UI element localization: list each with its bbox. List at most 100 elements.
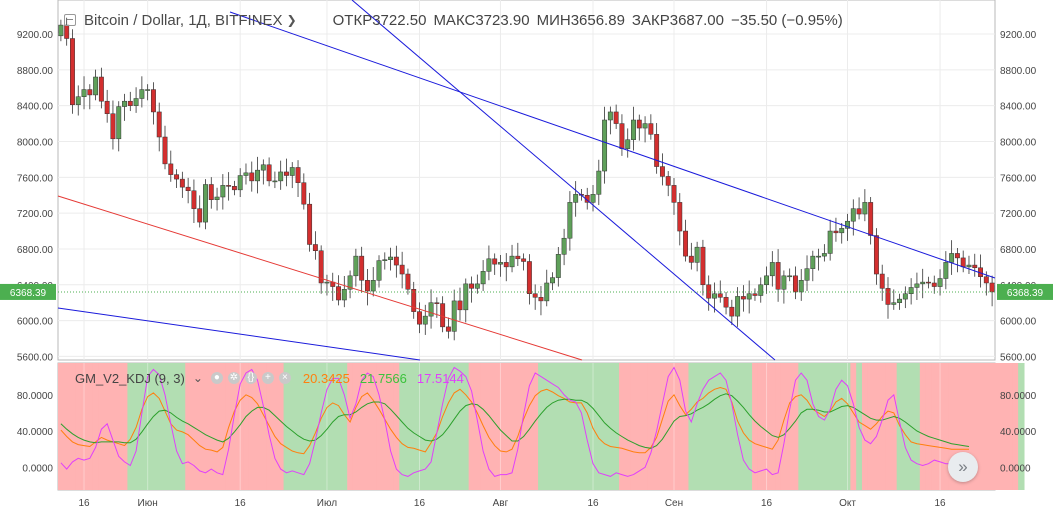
indicator-k-value: 20.3425 — [302, 370, 350, 386]
candle-body — [735, 296, 741, 317]
candle-body — [908, 287, 914, 294]
indicator-tick-label: 40.0000 — [1000, 427, 1037, 438]
symbol-title[interactable]: Bitcoin / Dollar, 1Д, BITFINEX — [84, 11, 283, 29]
candle-body — [694, 246, 700, 263]
zone-band — [705, 363, 713, 490]
candle-body — [145, 89, 151, 91]
zone-band — [352, 363, 360, 490]
candle-body — [312, 244, 318, 251]
zone-band — [208, 363, 215, 490]
zone-band — [879, 363, 886, 490]
candle-body — [139, 89, 145, 99]
zone-band — [341, 363, 348, 490]
candle-body — [665, 176, 671, 186]
close-icon[interactable]: × — [278, 372, 291, 384]
candle-body — [972, 264, 978, 269]
candle-body — [463, 283, 469, 311]
indicator-legend: GM_V2_KDJ (9, 3) ⌄ ● ✲ {} + × 20.3425 21… — [75, 368, 474, 388]
candle-body — [856, 208, 862, 215]
candle-body — [810, 255, 816, 269]
candle-body — [683, 230, 689, 257]
candle-body — [827, 230, 833, 254]
candle-body — [532, 293, 538, 298]
candle-body — [561, 237, 567, 255]
price-badge — [0, 283, 56, 300]
candle-body — [700, 246, 706, 286]
candle-body — [706, 284, 712, 299]
scroll-to-realtime-button[interactable]: » — [948, 452, 978, 482]
zone-band — [833, 363, 840, 490]
candle-body — [382, 259, 388, 261]
zone-band — [734, 363, 742, 490]
price-tick-label: 6800.00 — [1000, 245, 1037, 256]
series-line-k — [60, 386, 969, 455]
candle-body — [926, 281, 931, 284]
zone-band — [566, 363, 574, 490]
zone-band — [636, 363, 643, 490]
collapse-legend-icon[interactable] — [64, 14, 76, 26]
candle-body — [868, 202, 874, 236]
candle-body — [723, 297, 729, 308]
indicator-tick-label: 80.0000 — [1000, 391, 1037, 402]
zone-band — [861, 363, 869, 490]
gear-icon[interactable]: ✲ — [227, 372, 240, 384]
series-line-j — [60, 366, 970, 477]
candle-body — [249, 172, 255, 182]
zone-band — [717, 363, 724, 490]
braces-icon[interactable]: {} — [244, 372, 257, 384]
eye-icon[interactable]: ● — [210, 372, 223, 384]
indicator-tick-label: 40.0000 — [17, 427, 54, 438]
candle-body — [133, 98, 139, 106]
candle-body — [122, 100, 127, 107]
candle-body — [260, 164, 266, 171]
candle-body — [729, 306, 735, 317]
candle-body — [966, 264, 972, 268]
candle-body — [752, 293, 758, 296]
zone-band — [1006, 363, 1013, 490]
candle-body — [983, 276, 989, 284]
candle-body — [503, 262, 509, 268]
open-value: 3722.50 — [372, 11, 427, 29]
candle-body — [370, 280, 376, 292]
zone-band — [110, 363, 117, 490]
zone-band — [162, 363, 169, 490]
zone-band — [1012, 363, 1019, 490]
candle-body — [845, 220, 850, 229]
zone-band — [219, 363, 227, 490]
candle-body — [393, 256, 399, 266]
zone-band — [491, 363, 499, 490]
candle-body — [231, 186, 237, 191]
zone-band — [815, 363, 823, 490]
high-label: МАКС — [433, 11, 476, 29]
indicator-name[interactable]: GM_V2_KDJ (9, 3) — [75, 370, 185, 386]
zone-band — [942, 363, 950, 490]
zone-band — [387, 363, 395, 490]
candle-body — [376, 260, 382, 281]
zone-band — [549, 363, 557, 490]
chevron-down-icon[interactable]: ❯ — [286, 13, 297, 27]
candle-body — [185, 186, 191, 191]
zone-band — [619, 363, 626, 490]
candle-body — [492, 258, 498, 265]
open-label: ОТКР — [332, 11, 373, 29]
candle-body — [58, 24, 64, 37]
zone-band — [676, 363, 684, 490]
zone-band — [700, 363, 707, 490]
candle-body — [897, 298, 903, 303]
plus-icon[interactable]: + — [261, 372, 274, 384]
candle-body — [746, 293, 752, 300]
indicator-chevron-icon[interactable]: ⌄ — [192, 371, 203, 385]
candle-body — [764, 275, 769, 286]
candle-body — [550, 277, 555, 284]
price-tick-label: 7600.00 — [17, 173, 54, 184]
zone-band — [347, 363, 354, 490]
zone-band — [63, 363, 71, 490]
price-tick-label: 6800.00 — [17, 245, 54, 256]
zone-band — [364, 363, 371, 490]
zone-band — [173, 363, 181, 490]
zone-band — [457, 363, 464, 490]
zone-band — [653, 363, 661, 490]
candle-body — [399, 264, 405, 275]
